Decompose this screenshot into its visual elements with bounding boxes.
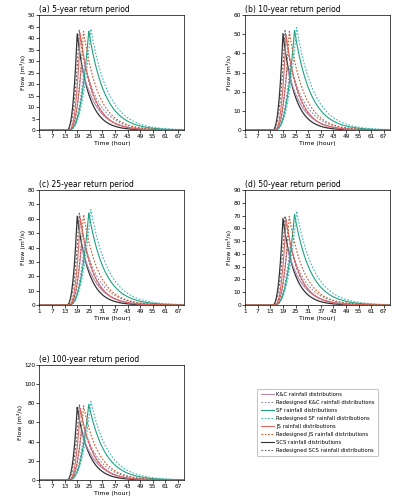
Text: (c) 25-year return period: (c) 25-year return period bbox=[39, 180, 134, 189]
X-axis label: Time (hour): Time (hour) bbox=[93, 490, 130, 496]
Legend: K&C rainfall distributions, Redesigned K&C rainfall distributions, SF rainfall d: K&C rainfall distributions, Redesigned K… bbox=[257, 388, 378, 456]
X-axis label: Time (hour): Time (hour) bbox=[299, 316, 336, 320]
Y-axis label: Flow (m³/s): Flow (m³/s) bbox=[226, 55, 232, 90]
X-axis label: Time (hour): Time (hour) bbox=[93, 140, 130, 145]
Y-axis label: Flow (m³/s): Flow (m³/s) bbox=[17, 405, 23, 440]
Y-axis label: Flow (m³/s): Flow (m³/s) bbox=[20, 230, 26, 265]
Text: (e) 100-year return period: (e) 100-year return period bbox=[39, 355, 139, 364]
X-axis label: Time (hour): Time (hour) bbox=[299, 140, 336, 145]
Y-axis label: Flow (m³/s): Flow (m³/s) bbox=[20, 55, 26, 90]
Text: (d) 50-year return period: (d) 50-year return period bbox=[245, 180, 341, 189]
Y-axis label: Flow (m³/s): Flow (m³/s) bbox=[226, 230, 232, 265]
X-axis label: Time (hour): Time (hour) bbox=[93, 316, 130, 320]
Text: (a) 5-year return period: (a) 5-year return period bbox=[39, 5, 130, 14]
Text: (b) 10-year return period: (b) 10-year return period bbox=[245, 5, 341, 14]
